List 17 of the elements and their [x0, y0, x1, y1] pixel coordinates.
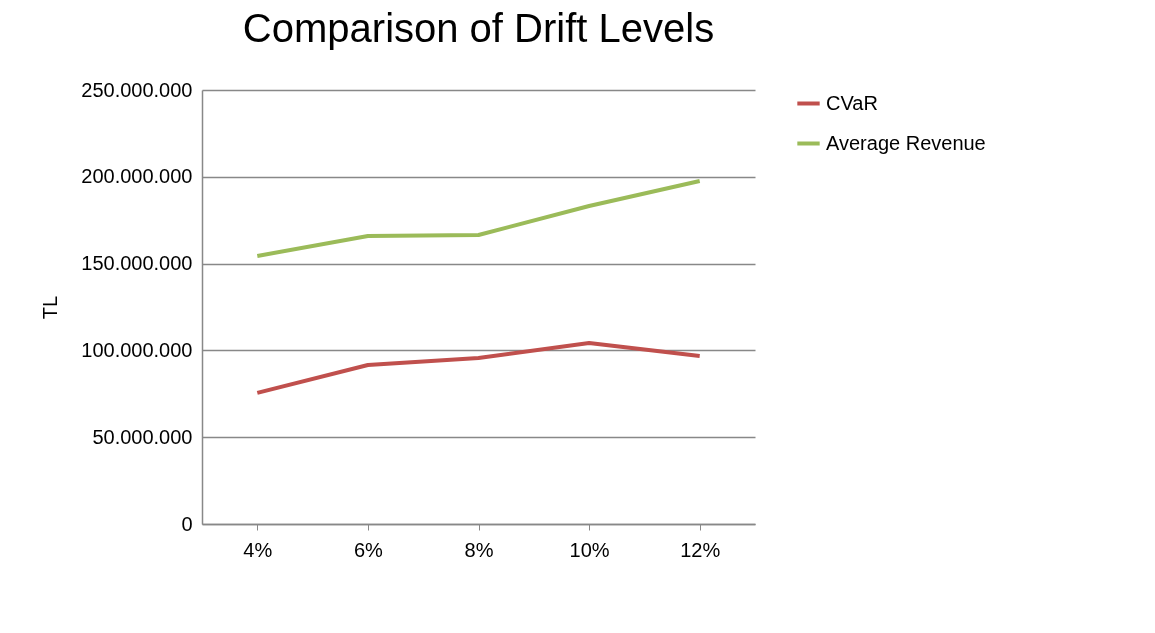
y-tick-label: 250.000.000	[81, 78, 193, 101]
y-tick-label: 150.000.000	[81, 252, 193, 275]
legend-label: Average Revenue	[826, 131, 986, 154]
x-tick-label: 6%	[353, 538, 384, 561]
x-tick-label: 12%	[680, 538, 721, 561]
y-tick-label: 0	[181, 512, 193, 535]
x-tick-label: 8%	[464, 538, 494, 561]
line-series	[255, 178, 702, 258]
x-tick-label: 4%	[243, 538, 273, 561]
y-axis-title: TL	[39, 295, 62, 320]
x-tick-label: 10%	[569, 538, 610, 561]
line-series	[255, 340, 702, 395]
y-tick-label: 200.000.000	[81, 165, 193, 188]
y-tick-label: 50.000.000	[92, 425, 193, 448]
legend-label: CVaR	[826, 91, 878, 114]
y-tick-label: 100.000.000	[81, 338, 193, 361]
chart-title: Comparison of Drift Levels	[242, 6, 715, 50]
